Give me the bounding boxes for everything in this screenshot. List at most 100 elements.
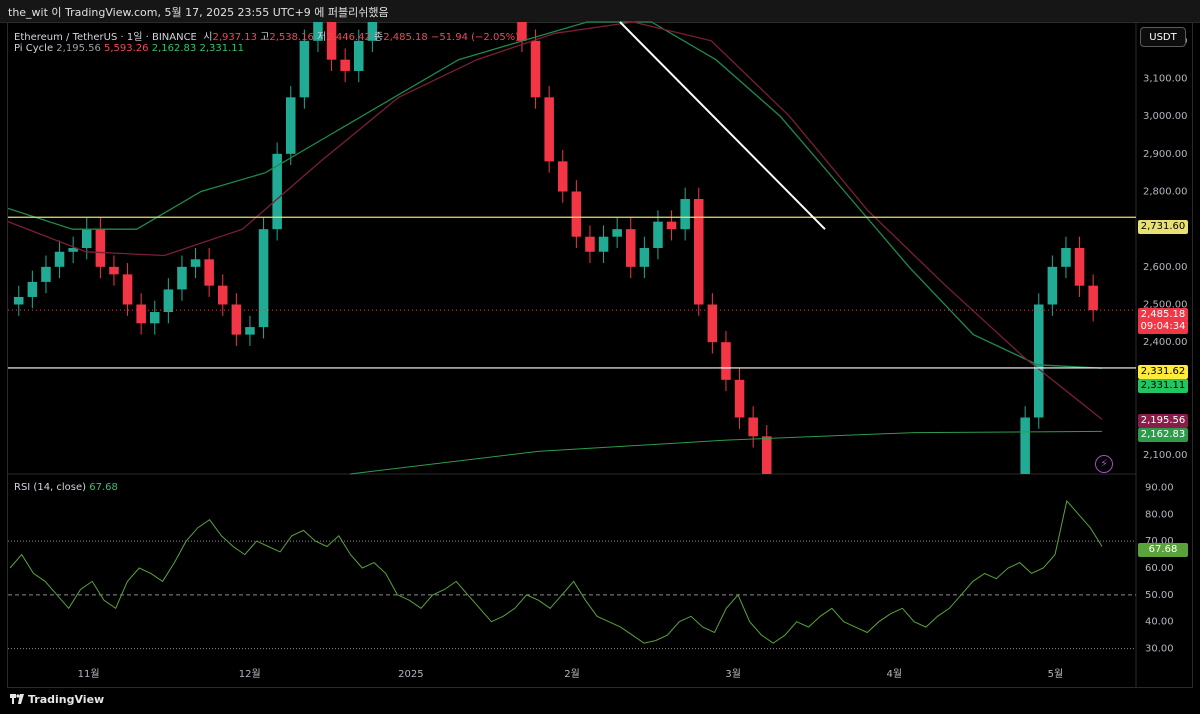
- price-axis[interactable]: 3,200.003,100.003,000.002,900.002,800.00…: [1143, 36, 1188, 461]
- candle-body: [41, 266, 51, 282]
- candle-body: [666, 221, 677, 230]
- currency-button[interactable]: USDT: [1140, 27, 1186, 47]
- candle-body: [204, 259, 214, 286]
- pi-cycle-value-2: 5,593.26: [104, 43, 149, 54]
- footer-bar: [0, 688, 1200, 714]
- candle-body: [150, 312, 160, 324]
- support-price-tag: 2,331.62: [1138, 365, 1188, 379]
- candle-body: [598, 236, 609, 252]
- price-tick-label: 2,600.00: [1143, 262, 1188, 273]
- ma-maroon-line: [7, 21, 1103, 420]
- rsi-pane: [8, 499, 1136, 650]
- time-tick-label: 11월: [78, 668, 100, 680]
- price-tick-label: 2,100.00: [1143, 450, 1188, 461]
- candle-body: [762, 436, 772, 474]
- time-tick-label: 5월: [1048, 668, 1064, 680]
- candle-body: [517, 22, 527, 41]
- candle-body: [190, 259, 201, 267]
- tradingview-logo[interactable]: TradingView: [10, 693, 104, 706]
- pi-cycle-legend: Pi Cycle 2,195.56 5,593.26 2,162.83 2,33…: [14, 43, 244, 54]
- pi-cycle-value-1: 2,195.56: [56, 43, 101, 54]
- candle-body: [612, 229, 622, 237]
- candle-body: [354, 40, 364, 71]
- time-tick-label: 2월: [564, 668, 580, 680]
- candle-body: [1047, 266, 1058, 305]
- rsi-tick-label: 80.00: [1145, 509, 1174, 520]
- rsi-tick-label: 60.00: [1145, 563, 1174, 574]
- pi-cycle-value-4: 2,331.11: [199, 43, 244, 54]
- change-value: −51.94 (−2.05%): [430, 32, 520, 43]
- candle-body: [585, 236, 595, 252]
- pi-cycle-name[interactable]: Pi Cycle: [14, 43, 54, 54]
- price-tick-label: 2,500.00: [1143, 300, 1188, 311]
- rsi-value: 67.68: [89, 482, 118, 493]
- candle-body: [626, 229, 636, 267]
- candle-body: [218, 285, 228, 305]
- candle-body: [286, 97, 296, 154]
- moving-averages: [7, 21, 1136, 475]
- candle-body: [530, 40, 541, 98]
- rsi-axis[interactable]: 90.00 80.00 70.00 60.00 50.00 40.00 30.00: [1145, 482, 1174, 654]
- resistance-price-tag: 2,731.60: [1138, 220, 1188, 234]
- candle-body: [367, 22, 378, 41]
- lightning-icon[interactable]: ⚡: [1095, 455, 1113, 473]
- symbol-title[interactable]: Ethereum / TetherUS · 1일 · BINANCE: [14, 32, 197, 43]
- ma-long-line: [349, 430, 1103, 475]
- price-tick-label: 3,100.00: [1143, 74, 1188, 85]
- ma-long-tag: 2,162.83: [1138, 428, 1188, 442]
- price-tick-label: 2,400.00: [1143, 337, 1188, 348]
- candle-body: [163, 289, 174, 313]
- rsi-tick-label: 30.00: [1145, 644, 1174, 655]
- candle-body: [1074, 248, 1085, 286]
- candle-body: [14, 296, 24, 305]
- low-label: 저: [317, 32, 327, 43]
- open-label: 시: [203, 32, 213, 43]
- candle-body: [571, 191, 582, 237]
- candle-body: [272, 153, 282, 230]
- close-label: 종: [374, 32, 384, 43]
- tradingview-mark-icon: [10, 694, 24, 704]
- price-tick-label: 2,900.00: [1143, 149, 1188, 160]
- candle-body: [680, 199, 690, 230]
- candle-body: [748, 417, 758, 437]
- candle-body: [109, 266, 119, 275]
- candle-body: [544, 97, 554, 162]
- pi-cycle-value-3: 2,162.83: [151, 43, 197, 54]
- candle-body: [68, 248, 78, 252]
- candle-body: [1061, 248, 1071, 267]
- candle-body: [653, 221, 663, 248]
- time-axis[interactable]: 11월 12월 2025 2월 3월 4월 5월: [78, 668, 1064, 680]
- time-tick-label: 3월: [725, 668, 741, 680]
- candle-body: [299, 40, 310, 98]
- candle-body: [82, 229, 92, 248]
- candle-body: [258, 229, 269, 328]
- candle-body: [721, 342, 731, 380]
- rsi-tick-label: 70.00: [1145, 536, 1174, 547]
- candle-body: [136, 304, 146, 324]
- ma-green-tag: 2,331.11: [1138, 379, 1188, 393]
- ma-green-line: [7, 21, 1103, 369]
- rsi-name[interactable]: RSI (14, close): [14, 482, 87, 493]
- candle-body: [1020, 417, 1030, 474]
- candle-body: [245, 327, 255, 335]
- ma-maroon-tag: 2,195.56: [1138, 414, 1188, 428]
- candle-body: [54, 251, 65, 267]
- candle-body: [1088, 285, 1098, 311]
- rsi-tick-label: 40.00: [1145, 617, 1174, 628]
- low-value: 2,446.42: [326, 32, 371, 43]
- candle-body: [27, 281, 38, 297]
- countdown-tag: 09:04:34: [1138, 320, 1188, 334]
- time-tick-label: 2025: [398, 669, 423, 680]
- price-tick-label: 2,800.00: [1143, 187, 1188, 198]
- candle-body: [313, 22, 323, 41]
- price-tick-label: 3,000.00: [1143, 111, 1188, 122]
- candle-body: [639, 248, 650, 267]
- candle-body: [122, 274, 133, 305]
- high-value: 2,538.16: [269, 32, 314, 43]
- rsi-tick-label: 50.00: [1145, 590, 1174, 601]
- price-legend: Ethereum / TetherUS · 1일 · BINANCE 시2,93…: [14, 28, 519, 43]
- high-label: 고: [260, 32, 270, 43]
- candle-body: [558, 161, 568, 192]
- time-tick-label: 4월: [887, 668, 903, 680]
